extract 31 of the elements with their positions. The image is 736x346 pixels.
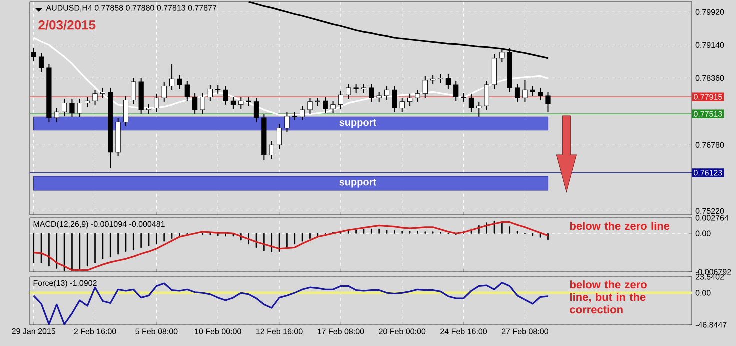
x-tick-label: 5 Feb 08:00: [136, 328, 178, 334]
y-tick-label: 0.00: [696, 230, 711, 236]
text: 2/03/2015: [38, 20, 96, 30]
chart-title: MACD(12,26,9) -0.001094 -0.000481: [34, 221, 165, 229]
y-tick-label: 0.78360: [696, 75, 724, 82]
y-tick-label: -46.8447: [696, 322, 727, 328]
x-tick-label: 24 Feb 16:00: [440, 328, 488, 334]
ref-line-label: 0.76123: [694, 170, 722, 176]
chart-title: Force(13) -1.0902: [34, 280, 97, 288]
x-tick-label: 2 Feb 16:00: [74, 328, 116, 334]
y-tick-label: -0.006792: [696, 269, 732, 275]
ref-line-label: 0.77915: [694, 94, 722, 100]
chart-title: AUDUSD,H4 0.77858 0.77880 0.77813 0.77877: [46, 5, 217, 12]
y-tick-label: 0.002764: [696, 215, 729, 221]
y-tick-label: 0.79140: [696, 42, 724, 48]
text: below the zero line: [570, 222, 670, 230]
band-label: support: [340, 119, 376, 128]
text: below the zero line, but in the correction: [570, 280, 647, 314]
ref-line-label: 0.77513: [694, 111, 722, 117]
y-tick-label: 0.79920: [696, 9, 724, 15]
y-tick-label: 23.5402: [696, 274, 724, 280]
x-tick-label: 17 Feb 08:00: [318, 328, 364, 334]
y-tick-label: 0.00: [696, 290, 711, 296]
band-label: support: [340, 179, 376, 188]
x-tick-label: 27 Feb 08:00: [502, 328, 548, 334]
y-tick-label: 0.76780: [696, 142, 724, 148]
y-tick-label: 0.75220: [696, 208, 724, 214]
x-tick-label: 29 Jan 2015: [12, 328, 56, 334]
x-tick-label: 12 Feb 16:00: [256, 328, 303, 334]
x-tick-label: 10 Feb 00:00: [195, 328, 242, 334]
x-tick-label: 20 Feb 00:00: [379, 328, 426, 334]
